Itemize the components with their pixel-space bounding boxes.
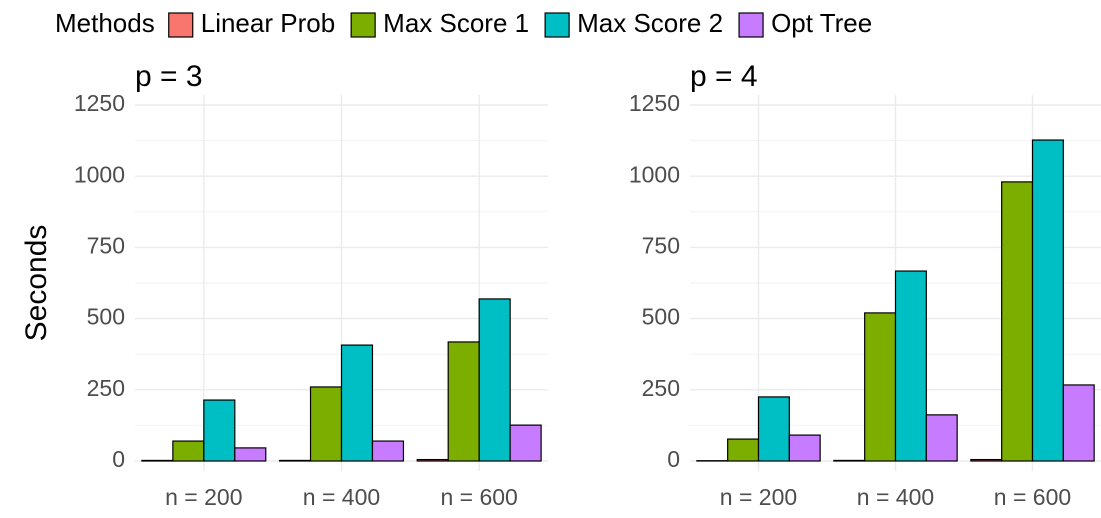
legend-label: Linear Prob — [201, 8, 335, 38]
y-tick-label: 250 — [642, 375, 680, 401]
bar — [141, 459, 174, 462]
bar — [727, 438, 760, 462]
bar — [447, 341, 480, 462]
y-tick-label: 0 — [112, 446, 125, 472]
y-tick-label: 500 — [642, 304, 680, 330]
panel-title: p = 3 — [135, 60, 203, 93]
y-tick-label: 0 — [667, 446, 680, 472]
bar — [757, 396, 790, 462]
bar — [203, 399, 236, 462]
bar — [864, 312, 897, 462]
y-tick-label: 500 — [87, 304, 125, 330]
y-axis-label: Seconds — [20, 225, 53, 342]
legend-label: Max Score 2 — [577, 8, 723, 38]
bar — [925, 414, 958, 462]
x-tick-label: n = 400 — [857, 484, 934, 510]
bar — [478, 298, 511, 462]
x-tick-label: n = 200 — [165, 484, 242, 510]
y-tick-label: 1000 — [74, 161, 125, 187]
bar — [172, 440, 205, 462]
legend-key — [738, 12, 764, 38]
bar — [278, 459, 312, 462]
x-tick-label: n = 200 — [720, 484, 797, 510]
legend-label: Max Score 1 — [383, 8, 529, 38]
y-tick-label: 250 — [87, 375, 125, 401]
x-tick-label: n = 600 — [994, 484, 1071, 510]
legend-title: Methods — [55, 8, 155, 38]
legend-key — [350, 12, 376, 38]
bar — [1062, 384, 1095, 462]
panel-title: p = 4 — [690, 60, 758, 93]
bar — [1001, 181, 1034, 462]
bar — [1031, 139, 1064, 462]
bar — [234, 447, 267, 462]
bar — [309, 386, 343, 462]
y-tick-label: 750 — [87, 232, 125, 258]
bar — [894, 270, 927, 462]
bar — [833, 459, 866, 462]
x-tick-label: n = 600 — [440, 484, 517, 510]
legend-key — [544, 12, 570, 38]
bar — [970, 458, 1003, 462]
y-tick-label: 1000 — [629, 161, 680, 187]
x-tick-label: n = 400 — [303, 484, 380, 510]
bar — [340, 344, 374, 462]
bar — [371, 440, 405, 462]
y-tick-label: 750 — [642, 232, 680, 258]
bar — [509, 424, 542, 462]
bar — [416, 458, 449, 462]
y-tick-label: 1250 — [629, 90, 680, 116]
legend-label: Opt Tree — [771, 8, 872, 38]
bar — [788, 434, 821, 462]
y-tick-label: 1250 — [74, 90, 125, 116]
legend-key — [168, 12, 194, 38]
